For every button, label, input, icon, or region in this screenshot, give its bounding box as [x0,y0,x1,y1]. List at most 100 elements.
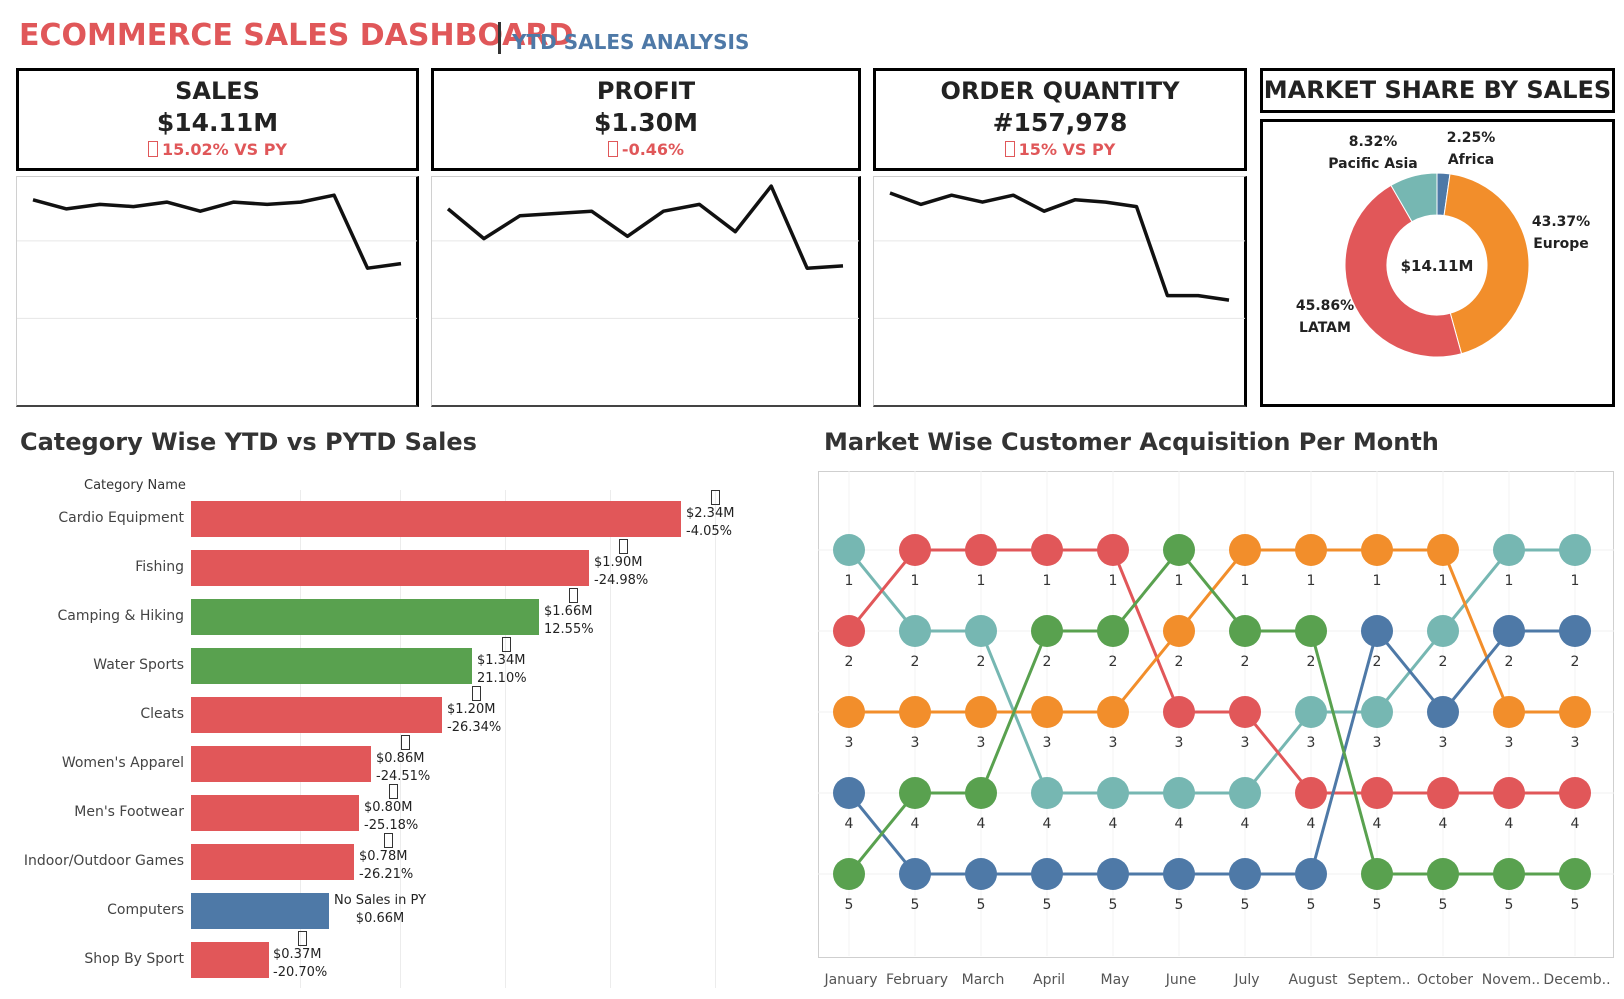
category-bar[interactable] [191,599,539,635]
bump-point[interactable] [1559,534,1591,566]
bump-point[interactable] [1559,858,1591,890]
bar-value-text: $0.66M [355,911,405,926]
category-bar[interactable] [191,893,330,929]
bump-point[interactable] [1427,534,1459,566]
kpi-card-sales: SALES $14.11M 15.02% VS PY [16,68,419,171]
bump-point[interactable] [899,777,931,809]
bump-point[interactable] [1361,777,1393,809]
bump-point[interactable] [965,615,997,647]
donut-slice-pacific-asia[interactable] [1390,172,1438,223]
bump-point[interactable] [1031,858,1063,890]
category-bar[interactable] [191,746,372,782]
bump-point[interactable] [1493,534,1525,566]
profit-sparkline [431,176,861,407]
bump-point[interactable] [1559,696,1591,728]
bump-point[interactable] [899,858,931,890]
bump-rank-label: 4 [1439,816,1448,832]
bump-point[interactable] [1361,534,1393,566]
bump-point[interactable] [1163,777,1195,809]
bump-point[interactable] [833,534,865,566]
bump-point[interactable] [1163,696,1195,728]
bump-point[interactable] [1361,858,1393,890]
category-bar[interactable] [191,648,472,684]
bump-point[interactable] [1097,696,1129,728]
bump-chart-frame [818,471,1614,958]
bump-point[interactable] [1031,696,1063,728]
kpi-label: ORDER QUANTITY [940,77,1180,105]
bar-value-text: $2.34M [686,506,735,521]
bump-point[interactable] [1427,696,1459,728]
market-share-panel: $14.11M 2.25% Africa 43.37% Europe 45.86% LATA… [1260,119,1615,407]
bump-point[interactable] [1493,615,1525,647]
bump-point[interactable] [1361,615,1393,647]
bump-point[interactable] [1097,615,1129,647]
category-bar[interactable] [191,844,355,880]
donut-slice-europe[interactable] [1443,173,1530,355]
bump-rank-label: 2 [1043,654,1052,670]
kpi-card-order-quantity: ORDER QUANTITY #157,978 15% VS PY [873,68,1247,171]
bump-point[interactable] [1163,858,1195,890]
bump-point[interactable] [1097,858,1129,890]
category-bar[interactable] [191,697,443,733]
category-bar[interactable] [191,550,589,586]
donut-slice-latam[interactable] [1344,184,1463,358]
bump-point[interactable] [1097,777,1129,809]
orders-sparkline-svg [874,191,1245,319]
bump-point[interactable] [1031,777,1063,809]
bump-point[interactable] [1427,777,1459,809]
bump-point[interactable] [1031,615,1063,647]
bump-point[interactable] [1229,696,1261,728]
bump-point[interactable] [1229,777,1261,809]
category-bar[interactable] [191,942,269,978]
kpi-card-profit: PROFIT $1.30M -0.46% [431,68,861,171]
bump-point[interactable] [1163,534,1195,566]
category-bar[interactable] [191,501,681,537]
bump-point[interactable] [1427,858,1459,890]
bump-point[interactable] [1493,858,1525,890]
kpi-change-text: 15% VS PY [1018,140,1116,159]
bump-point[interactable] [1097,534,1129,566]
bump-point[interactable] [1559,777,1591,809]
bump-point[interactable] [899,696,931,728]
bump-point[interactable] [1031,534,1063,566]
bump-point[interactable] [899,534,931,566]
bar-value-text: $0.86M [376,751,425,766]
bump-point[interactable] [1295,696,1327,728]
bump-point[interactable] [965,858,997,890]
trend-arrow-icon [384,833,393,848]
category-label: Cleats [140,706,184,722]
kpi-change: 15% VS PY [876,140,1244,159]
bump-point[interactable] [1493,777,1525,809]
bump-point[interactable] [833,696,865,728]
bump-point[interactable] [965,534,997,566]
bump-point[interactable] [1163,615,1195,647]
kpi-label: SALES [175,77,260,105]
bump-point[interactable] [833,615,865,647]
bump-point[interactable] [1229,615,1261,647]
bump-point[interactable] [1295,777,1327,809]
category-value-label: $1.66M 12.55% [544,603,594,639]
bump-point[interactable] [1361,696,1393,728]
bump-point[interactable] [1295,615,1327,647]
bump-point[interactable] [1493,696,1525,728]
bump-point[interactable] [1229,858,1261,890]
bump-point[interactable] [965,777,997,809]
bump-point[interactable] [1427,615,1459,647]
bump-series-line [847,548,1575,795]
bump-point[interactable] [833,777,865,809]
bump-point[interactable] [1229,534,1261,566]
bump-point[interactable] [1559,615,1591,647]
bump-rank-label: 5 [1373,897,1382,913]
bump-rank-label: 1 [845,573,854,589]
bump-point[interactable] [1295,858,1327,890]
sales-sparkline [16,176,419,407]
bump-rank-label: 3 [1439,735,1448,751]
category-bar[interactable] [191,795,359,831]
bump-point[interactable] [965,696,997,728]
category-value-label: $0.86M -24.51% [376,750,430,786]
bump-point[interactable] [833,858,865,890]
bump-point[interactable] [1295,534,1327,566]
bump-rank-label: 5 [911,897,920,913]
bump-rank-label: 4 [1571,816,1580,832]
bump-point[interactable] [899,615,931,647]
